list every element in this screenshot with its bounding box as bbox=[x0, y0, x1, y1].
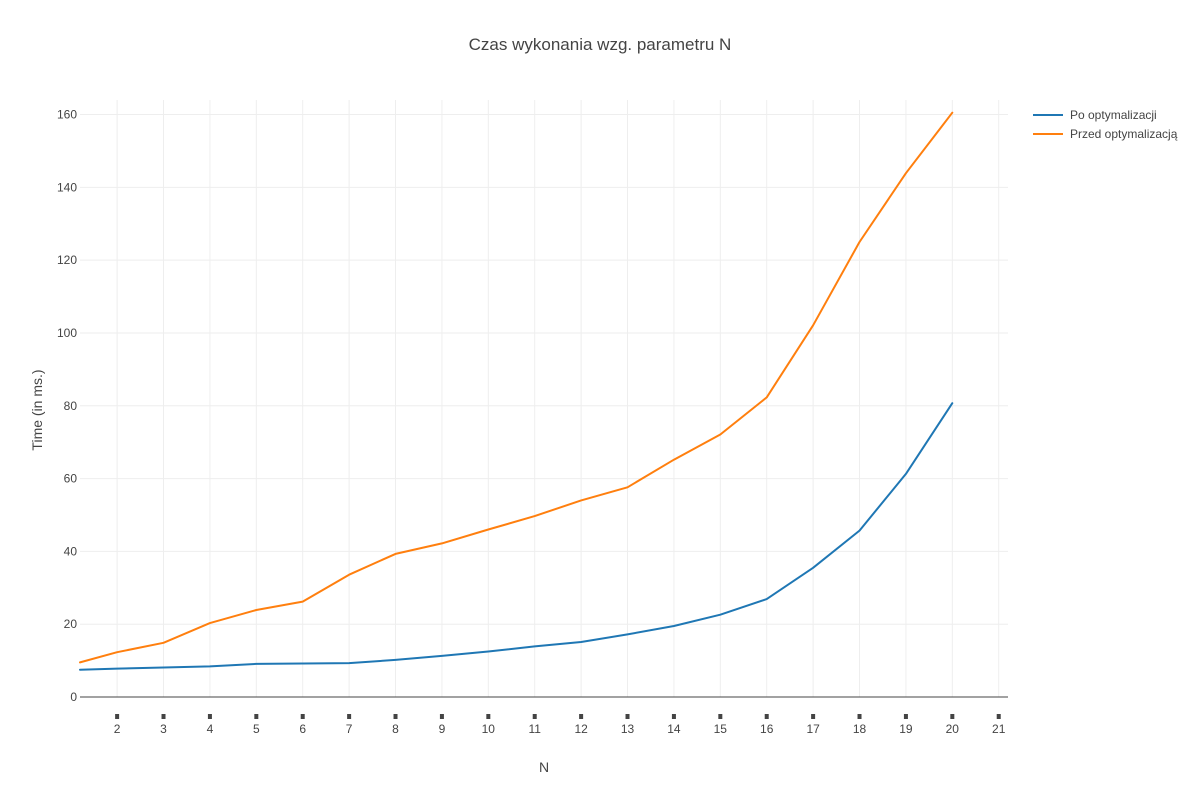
x-tick-mark bbox=[300, 714, 305, 719]
x-tick-mark bbox=[950, 714, 955, 719]
x-tick-label: 9 bbox=[439, 722, 446, 736]
x-tick-mark bbox=[115, 714, 120, 719]
y-tick-label: 140 bbox=[57, 180, 77, 194]
legend-label: Przed optymalizacją bbox=[1070, 127, 1178, 141]
x-tick-mark bbox=[486, 714, 491, 719]
x-tick-label: 13 bbox=[621, 722, 635, 736]
y-tick-label: 60 bbox=[64, 472, 78, 486]
series-line-2 bbox=[79, 111, 954, 664]
y-tick-label: 20 bbox=[64, 617, 78, 631]
x-tick-mark bbox=[579, 714, 584, 719]
x-tick-mark bbox=[996, 714, 1001, 719]
y-tick-label: 0 bbox=[70, 690, 77, 704]
x-tick-label: 12 bbox=[574, 722, 588, 736]
x-tick-label: 19 bbox=[899, 722, 913, 736]
x-axis-title: N bbox=[539, 759, 549, 775]
series-lines bbox=[79, 111, 954, 671]
y-tick-label: 120 bbox=[57, 253, 77, 267]
x-tick-label: 8 bbox=[392, 722, 399, 736]
series-line-1 bbox=[79, 402, 954, 671]
gridlines bbox=[80, 100, 1008, 697]
x-tick-label: 5 bbox=[253, 722, 260, 736]
x-tick-mark bbox=[254, 714, 259, 719]
x-tick-label: 18 bbox=[853, 722, 867, 736]
x-tick-mark bbox=[161, 714, 166, 719]
x-tick-mark bbox=[857, 714, 862, 719]
x-tick-label: 4 bbox=[207, 722, 214, 736]
x-tick-mark bbox=[764, 714, 769, 719]
x-tick-mark bbox=[532, 714, 537, 719]
legend-item-1[interactable]: Po optymalizacji bbox=[1033, 108, 1157, 122]
x-tick-label: 14 bbox=[667, 722, 681, 736]
chart-title: Czas wykonania wzg. parametru N bbox=[469, 35, 732, 54]
x-tick-label: 15 bbox=[714, 722, 728, 736]
x-tick-label: 20 bbox=[946, 722, 960, 736]
x-tick-label: 11 bbox=[528, 722, 541, 736]
x-tick-label: 17 bbox=[806, 722, 820, 736]
x-tick-label: 2 bbox=[114, 722, 121, 736]
x-tick-label: 16 bbox=[760, 722, 774, 736]
x-tick-mark bbox=[903, 714, 908, 719]
x-tick-mark bbox=[625, 714, 630, 719]
x-tick-mark bbox=[439, 714, 444, 719]
y-tick-label: 160 bbox=[57, 108, 77, 122]
x-tick-mark bbox=[207, 714, 212, 719]
x-tick-label: 6 bbox=[299, 722, 306, 736]
y-tick-label: 80 bbox=[64, 399, 78, 413]
x-tick-mark bbox=[811, 714, 816, 719]
legend-label: Po optymalizacji bbox=[1070, 108, 1157, 122]
x-tick-label: 7 bbox=[346, 722, 353, 736]
x-tick-mark bbox=[671, 714, 676, 719]
x-tick-mark bbox=[393, 714, 398, 719]
x-tick-mark bbox=[347, 714, 352, 719]
x-tick-label: 10 bbox=[482, 722, 496, 736]
y-tick-label: 100 bbox=[57, 326, 77, 340]
x-tick-label: 3 bbox=[160, 722, 167, 736]
y-tick-label: 40 bbox=[64, 544, 78, 558]
legend-item-2[interactable]: Przed optymalizacją bbox=[1033, 127, 1178, 141]
y-axis-title: Time (in ms.) bbox=[29, 369, 45, 450]
legend[interactable]: Po optymalizacji Przed optymalizacją bbox=[1033, 108, 1178, 141]
x-tick-label: 21 bbox=[992, 722, 1006, 736]
x-tick-mark bbox=[718, 714, 723, 719]
axes: 0 20 40 60 80 100 120 140 160 2 3 4 5 6 7 8 9 10 11 12 13 14 1… bbox=[57, 108, 1008, 736]
